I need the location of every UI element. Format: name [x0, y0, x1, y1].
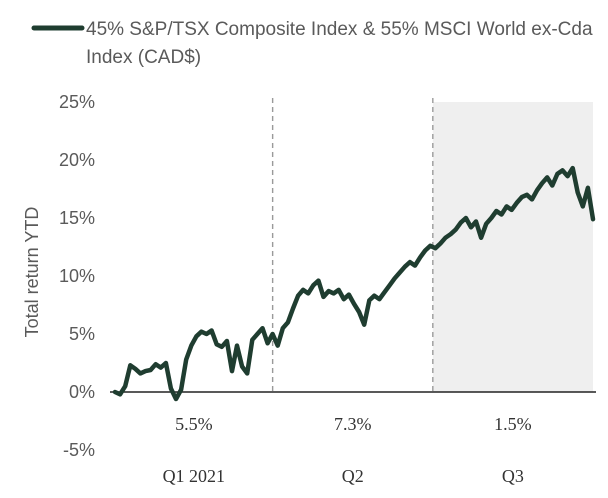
y-tick-label: 15%: [59, 208, 95, 228]
series-layer: [112, 165, 596, 402]
y-tick-label: 0%: [69, 382, 95, 402]
q3-shaded-region: [432, 102, 593, 392]
quarter-return-label: 7.3%: [334, 414, 372, 434]
y-axis-ticks: 25% 20% 15% 10% 5% 0% -5%: [59, 92, 95, 460]
quarter-label: Q1 2021: [163, 466, 226, 486]
legend-label-line-2: Index (CAD$): [86, 47, 201, 68]
y-tick-label: 5%: [69, 324, 95, 344]
quarter-return-label: 1.5%: [494, 414, 532, 434]
quarter-label: Q3: [502, 466, 524, 486]
quarter-labels: 5.5% Q1 2021 7.3% Q2 1.5% Q3: [163, 414, 532, 486]
legend-label-line-1: 45% S&P/TSX Composite Index & 55% MSCI W…: [86, 19, 593, 40]
y-axis-title: Total return YTD: [22, 207, 42, 338]
y-tick-label: 25%: [59, 92, 95, 112]
y-tick-label: -5%: [63, 440, 95, 460]
quarter-return-label: 5.5%: [175, 414, 213, 434]
y-tick-label: 20%: [59, 150, 95, 170]
y-tick-label: 10%: [59, 266, 95, 286]
quarter-label: Q2: [342, 466, 364, 486]
series-line: [112, 165, 596, 402]
